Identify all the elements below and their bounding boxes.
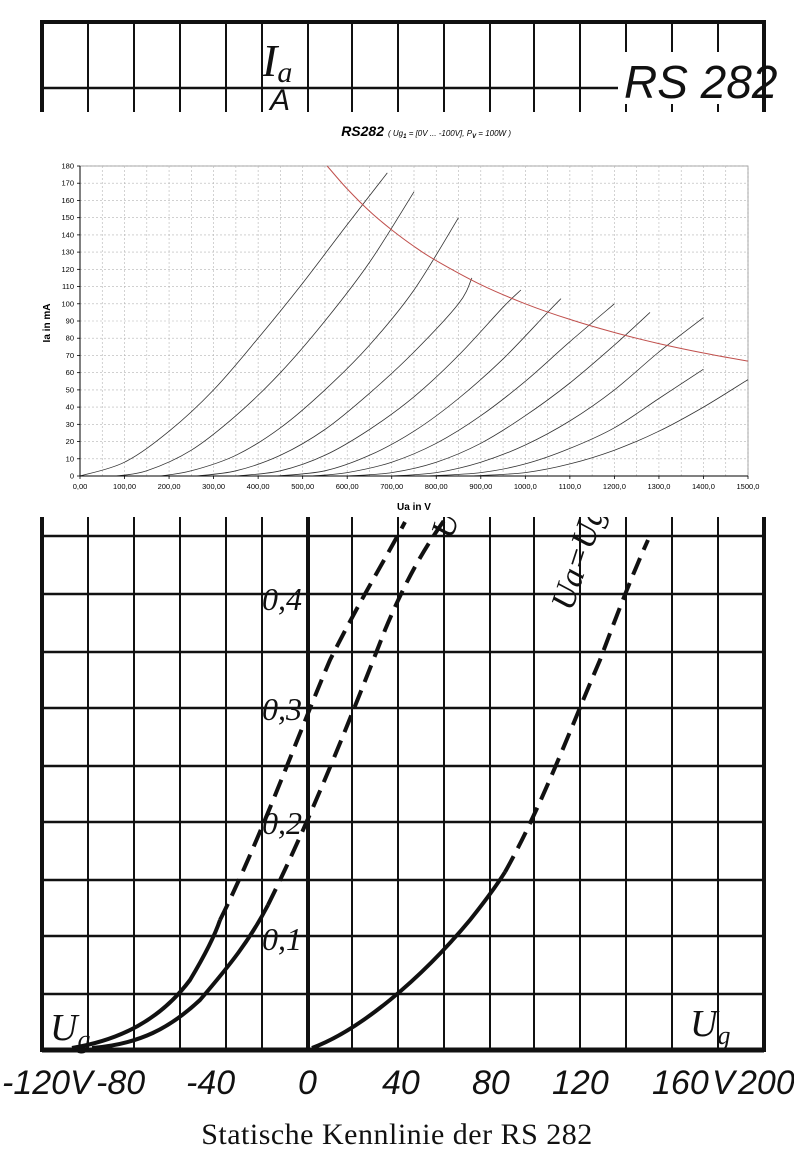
- y-tick-label: 0: [70, 472, 74, 481]
- scan-y-tick: 0,2: [262, 805, 302, 841]
- x-tick-label: 300,00: [202, 482, 225, 491]
- y-tick-label: 50: [66, 385, 74, 394]
- scan-x-tick: V: [70, 1064, 96, 1102]
- chart-ylabel: Ia in mA: [42, 304, 53, 343]
- x-tick-label: 400,00: [247, 482, 270, 491]
- series-line: [79, 172, 388, 477]
- series-line: [235, 289, 522, 477]
- x-tick-label: 1200,0: [603, 482, 626, 491]
- figure-caption: Statische Kennlinie der RS 282: [201, 1118, 593, 1151]
- chart-title: RS282: [341, 123, 384, 139]
- x-tick-label: 900,00: [469, 482, 492, 491]
- scan-x-tick: 160: [652, 1064, 709, 1102]
- scan-x-tick: -120: [2, 1064, 70, 1102]
- y-tick-label: 140: [61, 230, 74, 239]
- scan-ug-right: Ug: [690, 1003, 730, 1050]
- x-tick-label: 600,00: [336, 482, 359, 491]
- y-tick-label: 160: [61, 196, 74, 205]
- scan-curve-left-dashed: [218, 521, 407, 921]
- scan-curve-mid-dashed: [266, 510, 452, 906]
- x-tick-label: 100,00: [113, 482, 136, 491]
- series-line: [115, 191, 415, 477]
- scan-tube-label-box: [618, 52, 760, 104]
- scan-curve-left-solid: [71, 919, 222, 1050]
- scan-curve-right-solid: [311, 870, 507, 1050]
- chart-svg: RS282 ( Ug1 = [0V ... -100V], PV = 100W …: [42, 123, 759, 513]
- scan-unit-mark: A: [268, 84, 290, 117]
- y-tick-label: 70: [66, 351, 74, 360]
- scan-tube-label: RS 282: [624, 56, 777, 108]
- scan-y-tick: 0,4: [262, 581, 302, 617]
- y-tick-label: 40: [66, 403, 74, 412]
- y-tick-label: 30: [66, 420, 74, 429]
- x-tick-label: 1400,0: [692, 482, 715, 491]
- chart-subtitle: ( Ug1 = [0V ... -100V], PV = 100W ): [388, 129, 511, 140]
- chart-ticks: 0,00 100,00 200,00 300,00 400,00 500,00 600,00…: [61, 162, 759, 492]
- scan-x-tick: 80: [472, 1064, 510, 1102]
- x-tick-label: 800,00: [425, 482, 448, 491]
- series-line: [471, 379, 749, 477]
- scan-curve-right-dashed: [503, 539, 650, 873]
- series-line: [311, 303, 615, 477]
- y-tick-label: 150: [61, 213, 74, 222]
- scan-x-tick: 120: [552, 1064, 609, 1102]
- y-tick-label: 130: [61, 248, 74, 257]
- series-line: [347, 312, 651, 477]
- scan-curve-mid-solid: [91, 904, 270, 1050]
- x-tick-label: 700,00: [380, 482, 403, 491]
- series-line: [391, 317, 704, 477]
- y-tick-label: 90: [66, 317, 74, 326]
- x-tick-label: 1100,0: [559, 482, 581, 491]
- scan-x-tick: V: [712, 1064, 738, 1102]
- chart-curves: [79, 165, 749, 477]
- scan-x-tick: -40: [186, 1064, 235, 1102]
- x-tick-label: 1000,0: [514, 482, 537, 491]
- series-line: [275, 298, 562, 477]
- power-limit-curve: [326, 165, 749, 362]
- series-line: [427, 368, 704, 477]
- scan-x-tick: -80: [96, 1064, 145, 1102]
- scan-y-ticks: 0,1 0,2 0,3 0,4: [262, 581, 302, 957]
- scan-curve-label-b: Ua=Ug: [544, 502, 612, 614]
- scan-x-tick: 200: [737, 1064, 794, 1102]
- y-tick-label: 100: [61, 299, 74, 308]
- scan-x-tick: 40: [382, 1064, 420, 1102]
- scan-x-tick: 0: [298, 1064, 317, 1102]
- scan-ug-left: Ug: [50, 1007, 90, 1054]
- x-tick-label: 200,00: [158, 482, 181, 491]
- scan-x-ticks: -120 V -80 -40 0 40 80 120 160 V 200: [2, 1064, 794, 1102]
- x-tick-label: 0,00: [73, 482, 88, 491]
- chart-xlabel: Ua in V: [397, 502, 431, 513]
- x-tick-label: 500,00: [291, 482, 314, 491]
- y-tick-label: 10: [66, 454, 74, 463]
- inset-chart: RS282 ( Ug1 = [0V ... -100V], PV = 100W …: [38, 112, 766, 517]
- x-tick-label: 1300,0: [647, 482, 670, 491]
- scan-y-tick: 0,1: [262, 921, 302, 957]
- series-line: [160, 217, 459, 477]
- y-tick-label: 80: [66, 334, 74, 343]
- y-tick-label: 170: [61, 179, 74, 188]
- y-tick-label: 120: [61, 265, 74, 274]
- series-line: [195, 277, 473, 477]
- scan-ia-label: Ia: [261, 35, 292, 89]
- y-tick-label: 60: [66, 368, 74, 377]
- y-tick-label: 180: [61, 162, 74, 171]
- y-tick-label: 110: [62, 282, 74, 291]
- y-tick-label: 20: [66, 437, 74, 446]
- x-tick-label: 1500,0: [737, 482, 760, 491]
- scan-y-tick: 0,3: [262, 691, 302, 727]
